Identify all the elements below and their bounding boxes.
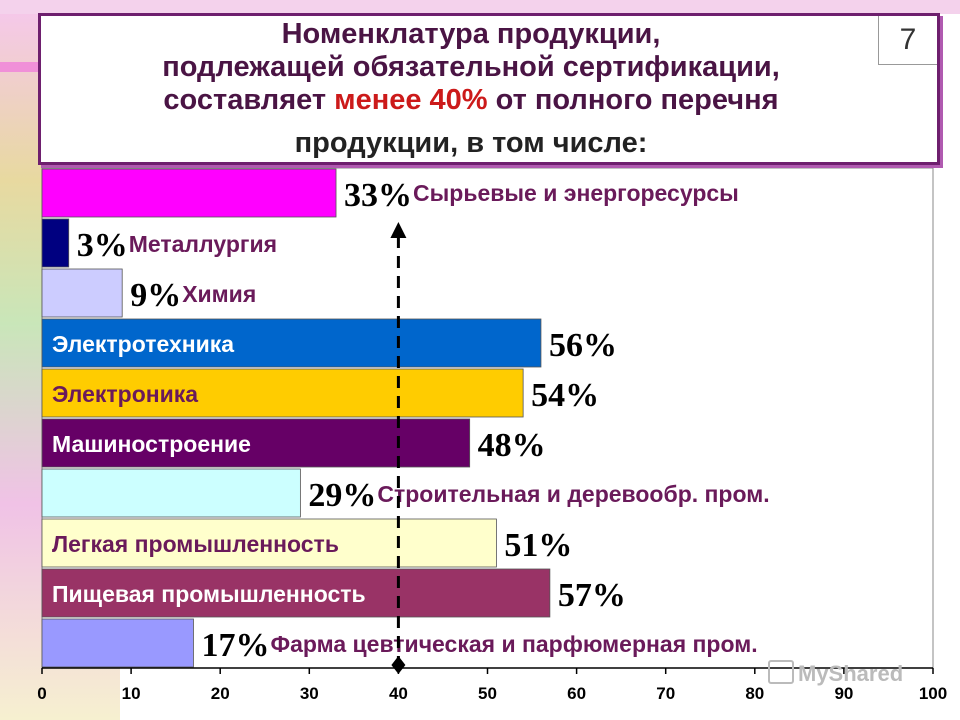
category-label: Химия <box>182 281 256 307</box>
category-label: Легкая промышленность <box>52 531 339 557</box>
data-label: 9% <box>130 277 181 314</box>
category-label: Фарма цевтическая и парфюмерная пром. <box>270 631 757 657</box>
category-label: Машиностроение <box>52 431 251 457</box>
x-tick-label: 50 <box>478 684 497 703</box>
x-tick-label: 100 <box>919 684 947 703</box>
x-tick-label: 10 <box>122 684 141 703</box>
title-line-2: подлежащей обязательной сертификации, <box>162 51 780 83</box>
data-label: 3% <box>77 227 128 264</box>
x-tick-label: 90 <box>834 684 853 703</box>
title-line-3-pre: составляет <box>163 84 335 116</box>
reference-marker <box>391 656 406 674</box>
category-label: Электроника <box>52 381 198 407</box>
bar <box>41 318 542 368</box>
data-label: 57% <box>558 577 626 614</box>
category-label: Сырьевые и энергоресурсы <box>413 180 739 206</box>
bar <box>41 268 123 318</box>
slide-title: Номенклатура продукции, подлежащей обяза… <box>41 18 901 160</box>
x-tick-label: 0 <box>37 684 46 703</box>
watermark-icon <box>768 660 794 684</box>
category-label: Строительная и деревообр. пром. <box>377 481 769 507</box>
data-label: 33% <box>344 177 412 214</box>
bar <box>41 168 337 218</box>
x-tick-label: 80 <box>745 684 764 703</box>
title-line-3-post: от полного перечня <box>487 84 779 116</box>
title-line-4: продукции, в том числе: <box>294 127 648 159</box>
title-line-1: Номенклатура продукции, <box>281 18 661 50</box>
bar <box>41 468 301 518</box>
category-label: Электротехника <box>52 331 234 357</box>
x-tick-label: 40 <box>389 684 408 703</box>
reference-arrow-head <box>390 222 407 238</box>
data-label: 54% <box>531 377 599 414</box>
data-label: 17% <box>201 627 269 664</box>
category-label: Металлургия <box>129 231 277 257</box>
data-label: 48% <box>478 427 546 464</box>
x-tick-label: 30 <box>300 684 319 703</box>
page-number: 7 <box>878 16 937 65</box>
bar <box>41 568 551 618</box>
data-label: 29% <box>308 477 376 514</box>
category-label: Пищевая промышленность <box>52 581 366 607</box>
background-decoration-stripe <box>0 62 40 72</box>
data-label: 56% <box>549 327 617 364</box>
watermark: MyShared <box>768 660 903 687</box>
title-highlight: менее 40% <box>334 84 488 116</box>
bar <box>41 618 194 668</box>
data-label: 51% <box>504 527 572 564</box>
x-tick-label: 20 <box>211 684 230 703</box>
x-tick-label: 60 <box>567 684 586 703</box>
watermark-text: MyShared <box>798 661 904 686</box>
bar <box>41 218 70 268</box>
bar <box>41 518 497 568</box>
x-tick-label: 70 <box>656 684 675 703</box>
bar <box>41 368 524 418</box>
title-box: Номенклатура продукции, подлежащей обяза… <box>38 13 940 165</box>
background-decoration-top <box>0 0 960 14</box>
